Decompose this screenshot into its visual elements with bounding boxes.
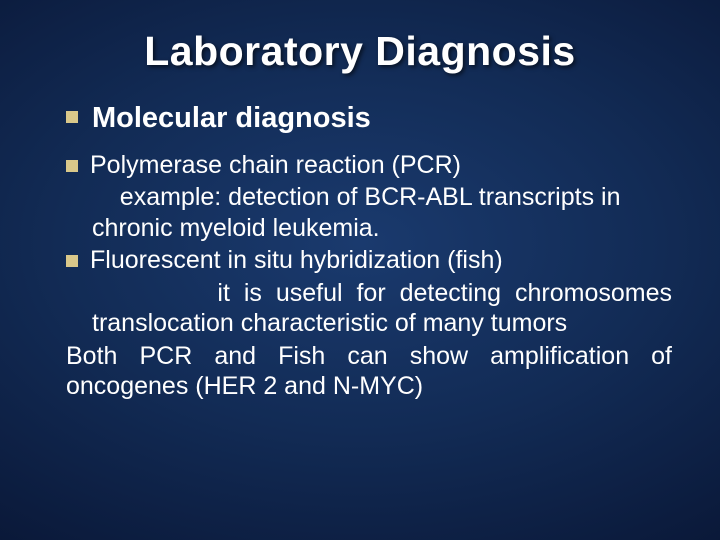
item1-detail-text: example: detection of BCR-ABL transcript…	[92, 183, 620, 242]
item2-detail: it is useful for detecting chromosomes t…	[66, 278, 672, 339]
item1-detail: example: detection of BCR-ABL transcript…	[66, 182, 672, 243]
item2-detail-b: translocation characteristic of many tum…	[92, 309, 567, 337]
closing-text: Both PCR and Fish can show amplification…	[66, 341, 672, 402]
item2-title: Fluorescent in situ hybridization (fish)	[90, 246, 503, 274]
slide-content: Molecular diagnosis Polymerase chain rea…	[48, 101, 672, 402]
heading-row: Molecular diagnosis	[66, 101, 672, 136]
square-bullet-icon	[66, 160, 78, 172]
closing-span: Both PCR and Fish can show amplification…	[66, 342, 672, 401]
item-1: Polymerase chain reaction (PCR)	[66, 150, 672, 181]
square-bullet-icon	[66, 255, 78, 267]
heading-text: Molecular diagnosis	[92, 101, 371, 136]
slide-container: Laboratory Diagnosis Molecular diagnosis…	[0, 0, 720, 540]
body-text: Polymerase chain reaction (PCR) example:…	[66, 150, 672, 402]
item1-title: Polymerase chain reaction (PCR)	[90, 151, 461, 179]
square-bullet-icon	[66, 111, 78, 123]
item2-detail-a: it is useful for detecting chromosomes	[217, 279, 672, 307]
slide-title: Laboratory Diagnosis	[48, 28, 672, 75]
item-2: Fluorescent in situ hybridization (fish)	[66, 245, 672, 276]
